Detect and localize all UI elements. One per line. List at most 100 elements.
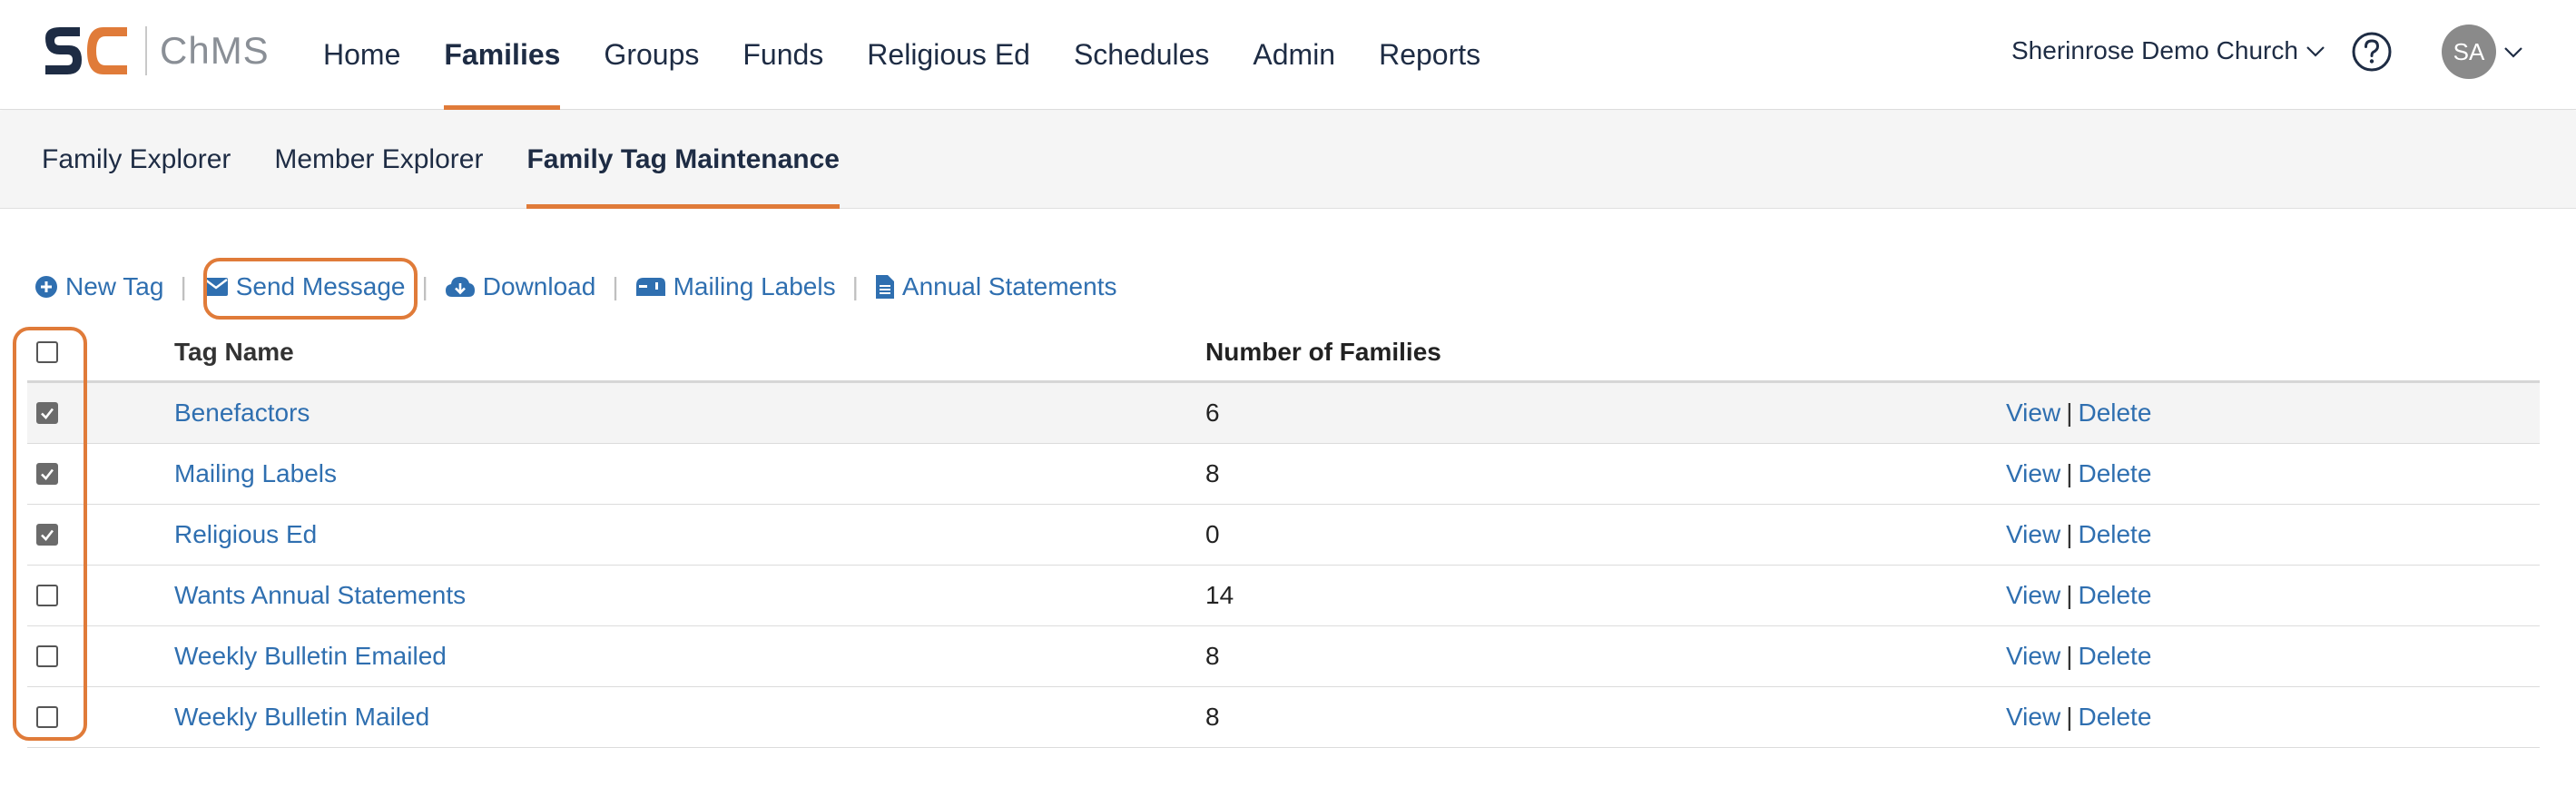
table-row: Weekly Bulletin Mailed 8 View | Delete xyxy=(27,687,2540,748)
action-separator: | xyxy=(2066,520,2073,548)
checkmark-icon xyxy=(41,529,54,541)
tab-family-tag-maintenance[interactable]: Family Tag Maintenance xyxy=(526,111,840,209)
send-message-button[interactable]: Send Message xyxy=(203,272,406,301)
send-message-label: Send Message xyxy=(235,272,406,300)
tab-family-explorer[interactable]: Family Explorer xyxy=(42,144,231,174)
view-link[interactable]: View xyxy=(2006,703,2061,731)
annual-statements-label: Annual Statements xyxy=(901,272,1117,300)
tag-name-link[interactable]: Weekly Bulletin Emailed xyxy=(174,642,447,670)
chevron-down-icon xyxy=(2306,46,2325,57)
toolbar-separator: | xyxy=(851,272,859,300)
nav-reports[interactable]: Reports xyxy=(1379,38,1481,71)
new-tag-label: New Tag xyxy=(65,272,164,300)
row-actions: View | Delete xyxy=(2006,626,2151,686)
row-checkbox[interactable] xyxy=(36,463,58,485)
header-tag-name[interactable]: Tag Name xyxy=(174,337,294,366)
view-link[interactable]: View xyxy=(2006,520,2061,548)
tag-name-link[interactable]: Benefactors xyxy=(174,398,310,427)
nav-groups[interactable]: Groups xyxy=(604,38,700,71)
row-actions: View | Delete xyxy=(2006,505,2151,565)
header-number-of-families[interactable]: Number of Families xyxy=(1205,337,1441,366)
row-checkbox-cell xyxy=(36,505,64,565)
row-checkbox[interactable] xyxy=(36,524,58,546)
new-tag-button[interactable]: New Tag xyxy=(34,272,163,301)
view-link[interactable]: View xyxy=(2006,459,2061,487)
action-separator: | xyxy=(2066,459,2073,487)
row-checkbox-cell xyxy=(36,444,64,504)
delete-link[interactable]: Delete xyxy=(2078,642,2152,670)
cloud-download-icon xyxy=(445,277,475,297)
tag-name-link[interactable]: Mailing Labels xyxy=(174,459,337,487)
toolbar-separator: | xyxy=(612,272,619,300)
tag-name-link[interactable]: Wants Annual Statements xyxy=(174,581,467,609)
family-count: 8 xyxy=(1205,703,1220,731)
row-checkbox[interactable] xyxy=(36,645,58,667)
row-checkbox-cell xyxy=(36,383,64,443)
nav-schedules[interactable]: Schedules xyxy=(1073,38,1210,71)
nav-religious-ed[interactable]: Religious Ed xyxy=(867,38,1030,71)
delete-link[interactable]: Delete xyxy=(2078,581,2152,609)
row-checkbox-cell xyxy=(36,566,64,625)
row-checkbox[interactable] xyxy=(36,706,58,728)
nav-families[interactable]: Families xyxy=(444,0,561,110)
app-name: ChMS xyxy=(160,29,270,72)
table-row: Benefactors 6 View | Delete xyxy=(27,383,2540,444)
help-icon[interactable] xyxy=(2351,31,2393,73)
row-checkbox[interactable] xyxy=(36,585,58,606)
logo-divider xyxy=(145,26,147,75)
avatar: SA xyxy=(2442,25,2496,79)
table-header: Tag Name Number of Families xyxy=(27,323,2540,383)
delete-link[interactable]: Delete xyxy=(2078,398,2152,427)
family-count: 6 xyxy=(1205,398,1220,427)
tag-name-link[interactable]: Weekly Bulletin Mailed xyxy=(174,703,430,731)
user-menu[interactable]: SA xyxy=(2442,25,2525,79)
download-button[interactable]: Download xyxy=(445,272,595,301)
family-count: 0 xyxy=(1205,520,1220,548)
mailbox-icon xyxy=(635,278,665,296)
row-actions: View | Delete xyxy=(2006,383,2151,443)
action-separator: | xyxy=(2066,703,2073,731)
nav-funds[interactable]: Funds xyxy=(742,38,824,71)
tag-name-link[interactable]: Religious Ed xyxy=(174,520,318,548)
toolbar-separator: | xyxy=(180,272,187,300)
nav-home[interactable]: Home xyxy=(323,38,401,71)
action-toolbar: New Tag | Send Message | Download | Mail… xyxy=(34,263,1116,310)
checkmark-icon xyxy=(41,408,54,419)
top-navigation-bar: ChMS Home Families Groups Funds Religiou… xyxy=(0,0,2576,110)
tab-member-explorer[interactable]: Member Explorer xyxy=(274,144,484,174)
row-actions: View | Delete xyxy=(2006,444,2151,504)
envelope-icon xyxy=(203,278,228,296)
row-checkbox[interactable] xyxy=(36,402,58,424)
nav-admin[interactable]: Admin xyxy=(1253,38,1336,71)
delete-link[interactable]: Delete xyxy=(2078,703,2152,731)
row-checkbox-cell xyxy=(36,687,64,747)
table-body: Benefactors 6 View | Delete Mailing Labels 8 Vi… xyxy=(27,383,2540,748)
action-separator: | xyxy=(2066,581,2073,609)
sub-navigation-bar: Family Explorer Member Explorer Family T… xyxy=(0,111,2576,209)
action-separator: | xyxy=(2066,642,2073,670)
family-count: 14 xyxy=(1205,581,1234,609)
mailing-labels-button[interactable]: Mailing Labels xyxy=(635,272,836,301)
church-name: Sherinrose Demo Church xyxy=(2011,36,2298,64)
row-actions: View | Delete xyxy=(2006,566,2151,625)
view-link[interactable]: View xyxy=(2006,398,2061,427)
action-separator: | xyxy=(2066,398,2073,427)
delete-link[interactable]: Delete xyxy=(2078,459,2152,487)
delete-link[interactable]: Delete xyxy=(2078,520,2152,548)
church-selector[interactable]: Sherinrose Demo Church xyxy=(2011,33,2327,69)
view-link[interactable]: View xyxy=(2006,581,2061,609)
sub-nav: Family Explorer Member Explorer Family T… xyxy=(42,111,883,209)
table-row: Religious Ed 0 View | Delete xyxy=(27,505,2540,566)
plus-circle-icon xyxy=(35,276,57,298)
header-checkbox-cell xyxy=(36,323,64,380)
family-count: 8 xyxy=(1205,642,1220,670)
annual-statements-button[interactable]: Annual Statements xyxy=(875,272,1117,301)
view-link[interactable]: View xyxy=(2006,642,2061,670)
table-row: Mailing Labels 8 View | Delete xyxy=(27,444,2540,505)
checkmark-icon xyxy=(41,468,54,480)
select-all-checkbox[interactable] xyxy=(36,340,58,363)
row-checkbox-cell xyxy=(36,626,64,686)
document-icon xyxy=(875,275,894,299)
tag-table: Tag Name Number of Families Benefactors 6… xyxy=(27,323,2540,748)
app-logo[interactable]: ChMS xyxy=(40,24,270,78)
